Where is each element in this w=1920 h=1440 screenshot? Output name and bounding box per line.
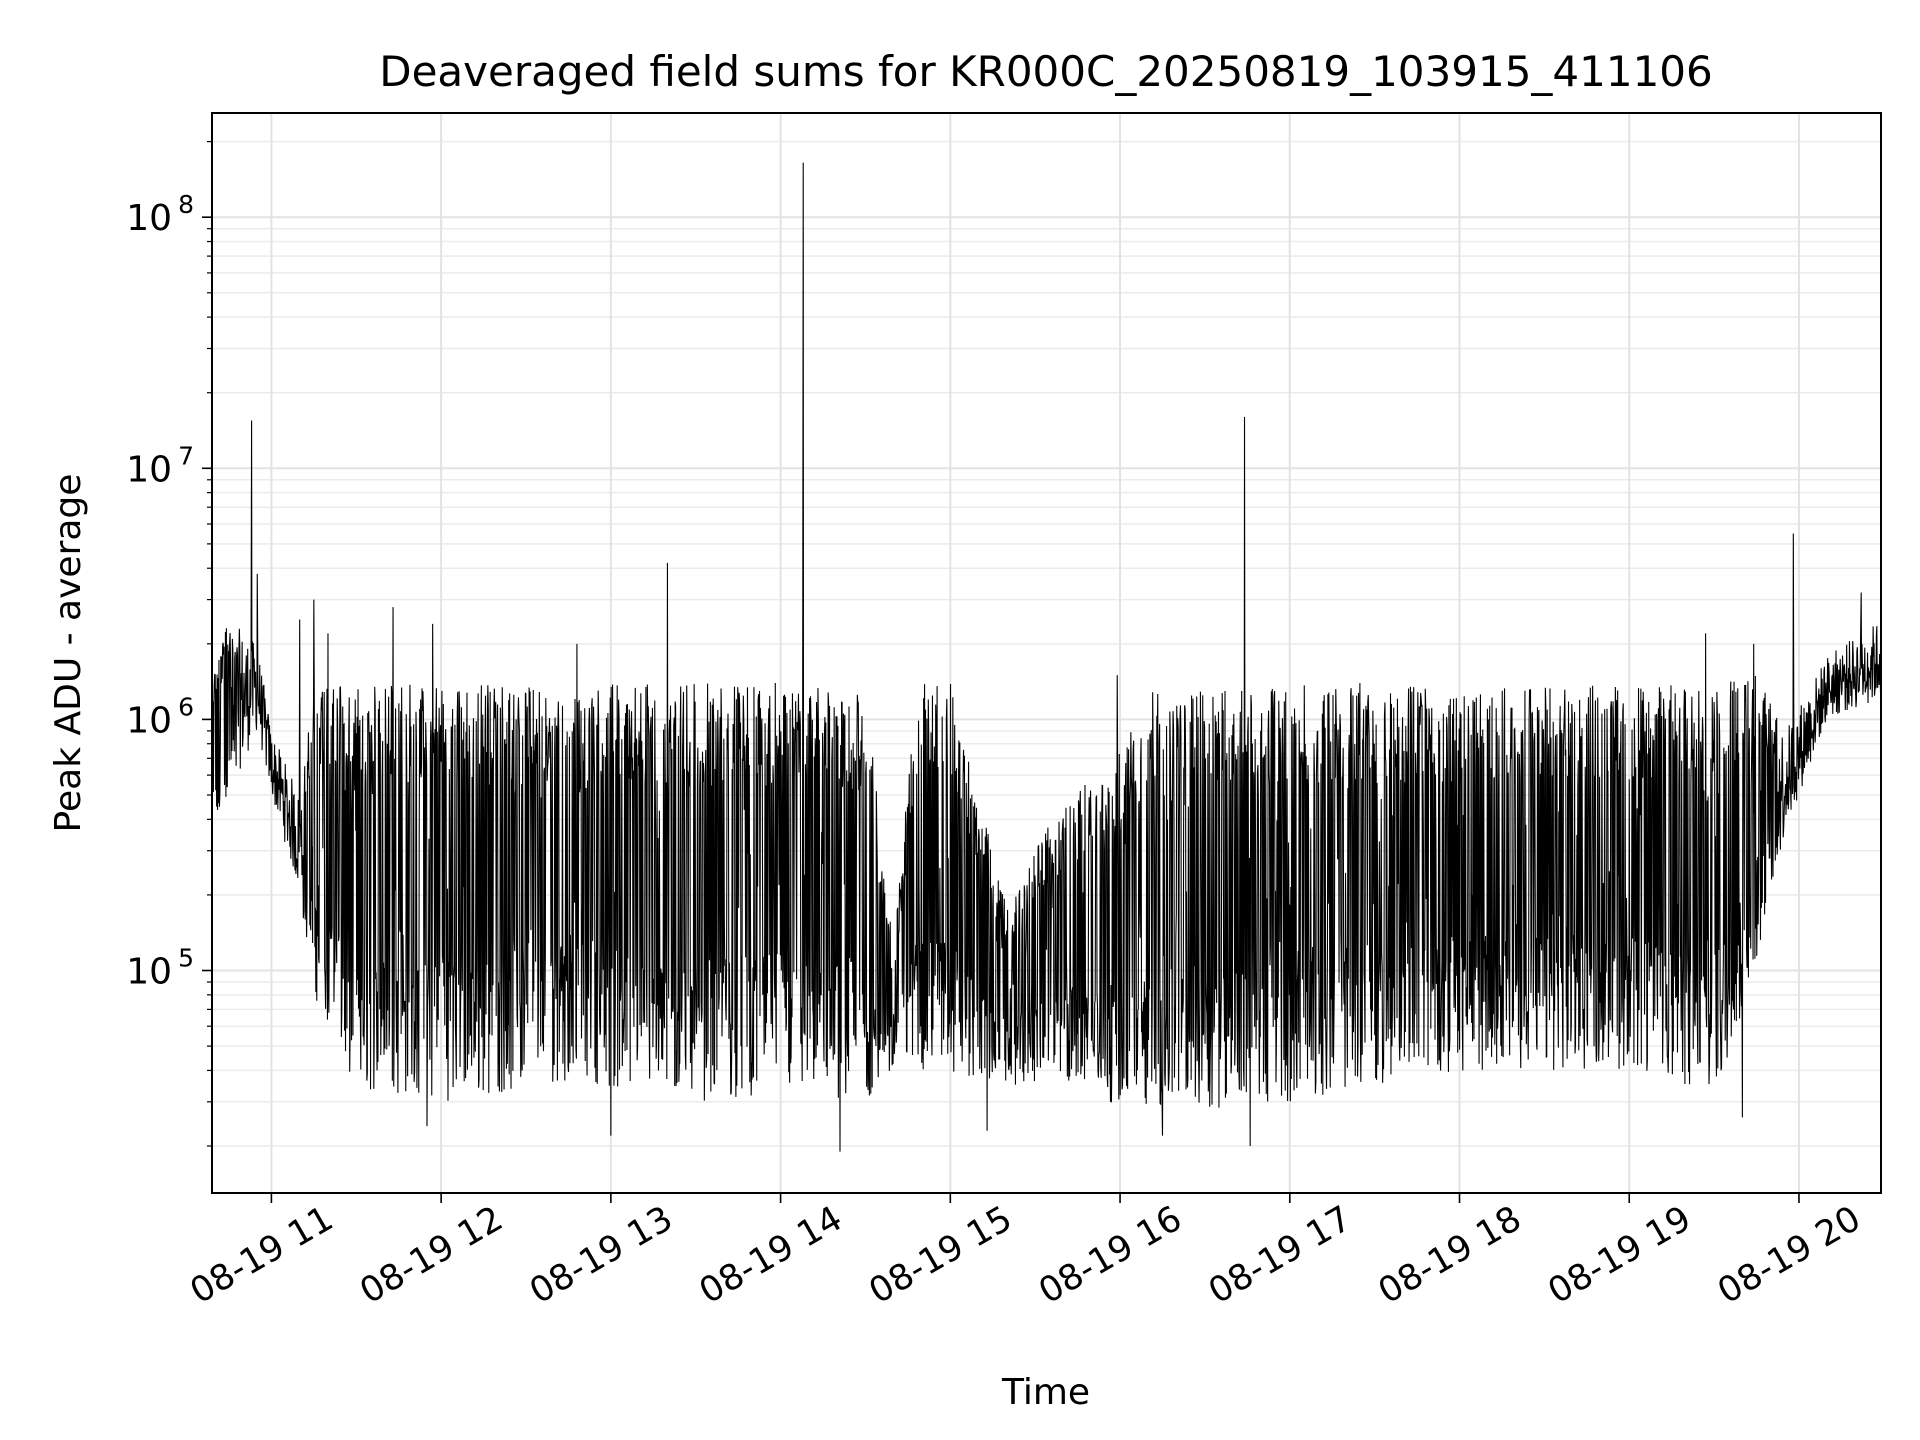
y-tick-exponent: 8 [178, 190, 194, 219]
y-tick-exponent: 6 [178, 692, 194, 721]
x-axis-label: Time [1001, 1372, 1090, 1413]
plot-frame [211, 112, 1882, 1194]
y-tick-label: 10 [126, 952, 172, 993]
y-tick-label: 10 [126, 449, 172, 490]
chart-title: Deaveraged field sums for KR000C_2025081… [379, 47, 1713, 96]
y-tick-exponent: 5 [178, 944, 194, 973]
series-path [212, 162, 1881, 1152]
y-axis-label: Peak ADU - average [48, 474, 89, 833]
series-line [212, 162, 1881, 1152]
y-tick-exponent: 7 [178, 441, 194, 470]
y-tick-label: 10 [126, 198, 172, 239]
y-tick-label: 10 [126, 700, 172, 741]
